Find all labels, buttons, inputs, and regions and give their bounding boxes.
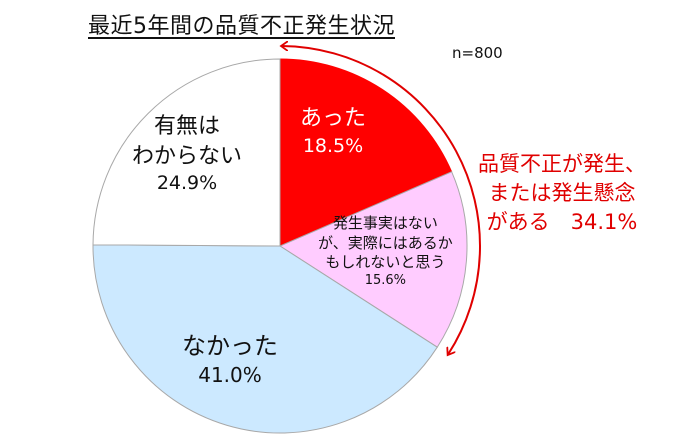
possible-line3: もしれないと思う: [325, 253, 446, 271]
callout-line2: または発生懸念: [488, 180, 636, 205]
nakatta-pct: 41.0%: [198, 363, 262, 388]
label-unknown: 有無は わからない 24.9%: [112, 112, 262, 197]
atta-name: あった: [300, 106, 367, 131]
label-atta: あった 18.5%: [300, 104, 366, 159]
slice-unknown: [92, 58, 281, 247]
callout-line1: 品質不正が発生、: [478, 152, 646, 176]
nakatta-name: なかった: [182, 332, 278, 360]
chart-title: 最近5年間の品質不正発生状況: [88, 14, 395, 39]
unknown-line1: 有無は: [153, 114, 220, 139]
unknown-pct: 24.9%: [156, 172, 218, 195]
atta-pct: 18.5%: [302, 134, 364, 157]
callout-line3: がある 34.1%: [486, 209, 638, 234]
possible-line1: 発生事実はない: [332, 214, 438, 232]
sample-size: n=800: [452, 44, 503, 62]
label-possible: 発生事実はない が、実際にはあるか もしれないと思う 15.6%: [318, 214, 453, 289]
possible-line2: が、実際にはあるか: [318, 233, 453, 252]
callout-text: 品質不正が発生、 または発生懸念 がある 34.1%: [478, 150, 646, 237]
possible-pct: 15.6%: [364, 272, 406, 288]
label-nakatta: なかった 41.0%: [160, 330, 300, 389]
unknown-line2: わからない: [131, 143, 242, 169]
callout-arc-arrow: [282, 46, 481, 354]
